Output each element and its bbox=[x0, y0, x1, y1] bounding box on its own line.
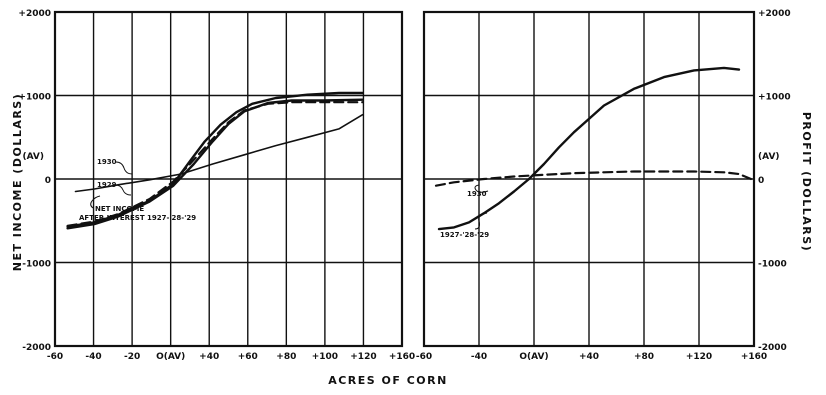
left-x-tick-label: +40 bbox=[199, 352, 219, 362]
right-x-tick-label: +120 bbox=[686, 352, 712, 362]
annotation-1930-right: 1930 bbox=[467, 190, 487, 198]
left-y-tick-label: -2000 bbox=[22, 343, 51, 353]
right-ticks: -60 -40 O(AV) +40 +80 +120 +160 +2000 +1000 0 -100… bbox=[416, 9, 791, 362]
left-y-tick-label: +1000 bbox=[18, 93, 51, 103]
right-y-axis-title: PROFIT (DOLLARS) bbox=[800, 112, 813, 252]
left-annotations: 1930 1929 NET INCOME AFTER INTEREST 1927… bbox=[79, 158, 196, 222]
left-grid bbox=[55, 12, 402, 346]
annotation-1927-29-right: 1927-'28-'29 bbox=[440, 231, 489, 239]
right-series bbox=[434, 66, 753, 231]
left-x-tick-label: +120 bbox=[350, 352, 376, 362]
annotation-1930-left-brace bbox=[115, 161, 133, 175]
x-axis-title: ACRES OF CORN bbox=[328, 374, 448, 387]
right-series-line-1 bbox=[437, 66, 741, 231]
right-y-tick-label: +2000 bbox=[758, 9, 791, 19]
right-x-tick-label: +160 bbox=[741, 352, 767, 362]
right-y-tick-label: 0 bbox=[758, 176, 764, 186]
right-x-tick-label: -40 bbox=[471, 352, 487, 362]
annotation-1930-left: 1930 bbox=[97, 158, 117, 166]
right-series-line-0 bbox=[434, 170, 753, 187]
left-x-tick-label: -60 bbox=[47, 352, 63, 362]
right-x-tick-label: -60 bbox=[416, 352, 432, 362]
left-x-tick-label: +60 bbox=[238, 352, 258, 362]
left-panel: -60 -40 -20 O(AV) +40 +60 +80 +100 +120 +160 +2000… bbox=[18, 9, 415, 362]
left-x-tick-label: +80 bbox=[276, 352, 296, 362]
left-y-tick-label: 0 bbox=[45, 176, 51, 186]
annotation-1929-left: 1929 bbox=[97, 181, 117, 189]
left-ticks: -60 -40 -20 O(AV) +40 +60 +80 +100 +120 +160 +2000… bbox=[18, 9, 415, 362]
right-panel: -60 -40 O(AV) +40 +80 +120 +160 +2000 +1000 0 -100… bbox=[416, 9, 791, 362]
right-y-tick-label: -2000 bbox=[758, 343, 787, 353]
annotation-net-income-line2: AFTER INTEREST 1927-'28-'29 bbox=[79, 214, 196, 222]
left-y-tick-label: +2000 bbox=[18, 9, 51, 19]
annotation-net-income-line1: NET INCOME bbox=[95, 205, 144, 213]
annotation-1927-29-right-brace bbox=[474, 212, 488, 230]
left-x-tick-label: +160 bbox=[389, 352, 415, 362]
right-y-tick-label: +1000 bbox=[758, 93, 791, 103]
annotation-1930-right-brace bbox=[474, 184, 489, 193]
left-y-axis-title: NET INCOME (DOLLARS) bbox=[11, 93, 24, 272]
right-x-tick-label: +80 bbox=[634, 352, 654, 362]
right-x-tick-label: +40 bbox=[579, 352, 599, 362]
right-grid bbox=[424, 12, 754, 346]
left-x-tick-label: -40 bbox=[85, 352, 101, 362]
right-zero-av-label: (AV) bbox=[758, 152, 780, 162]
left-y-tick-label: -1000 bbox=[22, 260, 51, 270]
left-series-line-3 bbox=[66, 98, 364, 230]
left-x-tick-label: O(AV) bbox=[156, 352, 185, 362]
left-zero-av-label: (AV) bbox=[22, 152, 44, 162]
annotation-1929-left-brace bbox=[114, 184, 132, 196]
left-series-line-2 bbox=[66, 101, 364, 227]
left-series-line-0 bbox=[74, 113, 364, 193]
left-series bbox=[66, 91, 364, 230]
right-annotations: 1930 1927-'28-'29 bbox=[440, 184, 489, 239]
right-y-tick-label: -1000 bbox=[758, 260, 787, 270]
left-x-tick-label: +100 bbox=[312, 352, 338, 362]
left-x-tick-label: -20 bbox=[124, 352, 140, 362]
annotation-net-income-brace bbox=[90, 195, 101, 209]
right-x-tick-label: O(AV) bbox=[519, 352, 548, 362]
